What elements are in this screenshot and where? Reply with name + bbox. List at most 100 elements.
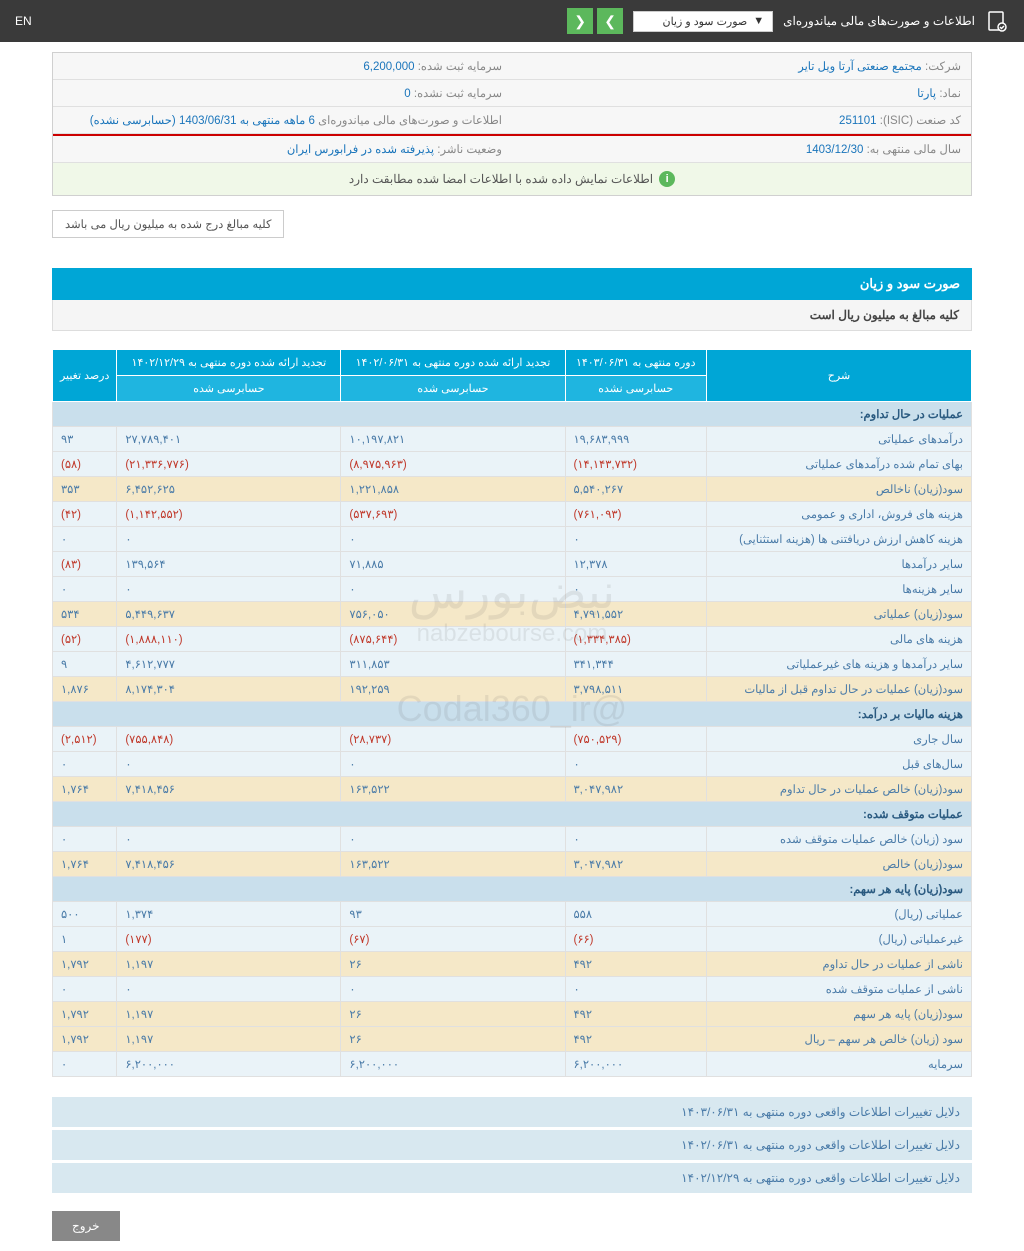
table-row: سود(زیان) عملیاتی۴,۷۹۱,۵۵۲۷۵۶,۰۵۰۵,۴۴۹,۶… [53,602,972,627]
cell-value: ۰ [117,527,341,552]
cell-value: ۷,۴۱۸,۴۵۶ [117,852,341,877]
col-period-3: تجدید ارائه شده دوره منتهی به ۱۴۰۲/۱۲/۲۹ [117,350,341,376]
cell-value: ۶,۲۰۰,۰۰۰ [565,1052,706,1077]
table-row: عملیات متوقف شده: [53,802,972,827]
row-desc: سایر هزینه‌ها [706,577,971,602]
cell-value: ۳,۷۹۸,۵۱۱ [565,677,706,702]
cell-value: ۱۹,۶۸۳,۹۹۹ [565,427,706,452]
cell-value: ۰ [53,527,117,552]
footer-notes: دلایل تغییرات اطلاعات واقعی دوره منتهی ب… [52,1097,972,1193]
row-desc: سود (زیان) خالص عملیات متوقف شده [706,827,971,852]
table-row: سود(زیان) پایه هر سهم: [53,877,972,902]
cell-value: ۱ [53,927,117,952]
currency-note: کلیه مبالغ درج شده به میلیون ریال می باش… [52,210,284,238]
cell-value: ۰ [53,752,117,777]
cell-value: ۵۳۴ [53,602,117,627]
row-desc: هزینه های فروش، اداری و عمومی [706,502,971,527]
cell-value: ۲۷,۷۸۹,۴۰۱ [117,427,341,452]
table-row: سایر درآمدها۱۲,۳۷۸۷۱,۸۸۵۱۳۹,۵۶۴(۸۳) [53,552,972,577]
cell-value: ۰ [341,577,565,602]
footer-note-3[interactable]: دلایل تغییرات اطلاعات واقعی دوره منتهی ب… [52,1163,972,1193]
cell-value: ۱,۷۹۲ [53,1027,117,1052]
section-title: صورت سود و زیان [52,268,972,300]
cell-value: ۱۶۳,۵۲۲ [341,852,565,877]
table-row: سایر درآمدها و هزینه های غیرعملیاتی۳۴۱,۳… [53,652,972,677]
row-desc: سود(زیان) عملیاتی [706,602,971,627]
table-row: غیرعملیاتی (ریال)(۶۶)(۶۷)(۱۷۷)۱ [53,927,972,952]
dropdown-value: صورت سود و زیان [662,15,747,28]
cell-value: ۰ [565,527,706,552]
table-row: سود (زیان) خالص هر سهم – ریال۴۹۲۲۶۱,۱۹۷۱… [53,1027,972,1052]
cell-value: (۴۲) [53,502,117,527]
cell-value: (۵۲) [53,627,117,652]
fiscal-year-label: سال مالی منتهی به: [867,144,961,156]
cell-value: ۵۵۸ [565,902,706,927]
cell-value: ۴۹۲ [565,1027,706,1052]
cell-value: (۲,۵۱۲) [53,727,117,752]
table-row: سال جاری(۷۵۰,۵۲۹)(۲۸,۷۳۷)(۷۵۵,۸۴۸)(۲,۵۱۲… [53,727,972,752]
cell-value: (۱,۳۳۴,۳۸۵) [565,627,706,652]
company-value: مجتمع صنعتی آرتا ویل تایر [798,61,922,73]
cell-value: ۱۰,۱۹۷,۸۲۱ [341,427,565,452]
cell-value: ۳۴۱,۳۴۴ [565,652,706,677]
cell-value: (۱۷۷) [117,927,341,952]
table-row: هزینه های فروش، اداری و عمومی(۷۶۱,۰۹۳)(۵… [53,502,972,527]
cell-value: ۷۱,۸۸۵ [341,552,565,577]
table-row: سود (زیان) خالص عملیات متوقف شده۰۰۰۰ [53,827,972,852]
table-row: سال‌های قبل۰۰۰۰ [53,752,972,777]
table-row: درآمدهای عملیاتی۱۹,۶۸۳,۹۹۹۱۰,۱۹۷,۸۲۱۲۷,۷… [53,427,972,452]
table-row: سود(زیان) عملیات در حال تداوم قبل از مال… [53,677,972,702]
cell-value: (۲۱,۳۳۶,۷۷۶) [117,452,341,477]
cell-value: ۴,۷۹۱,۵۵۲ [565,602,706,627]
cell-value: ۴,۶۱۲,۷۷۷ [117,652,341,677]
footer-note-1[interactable]: دلایل تغییرات اطلاعات واقعی دوره منتهی ب… [52,1097,972,1127]
cell-value: ۵,۴۴۹,۶۳۷ [117,602,341,627]
cell-value: ۳,۰۴۷,۹۸۲ [565,777,706,802]
table-row: سود(زیان) ناخالص۵,۵۴۰,۲۶۷۱,۲۲۱,۸۵۸۶,۴۵۲,… [53,477,972,502]
table-row: سود(زیان) پایه هر سهم۴۹۲۲۶۱,۱۹۷۱,۷۹۲ [53,1002,972,1027]
row-desc: سود(زیان) عملیات در حال تداوم قبل از مال… [706,677,971,702]
company-info-box: شرکت: مجتمع صنعتی آرتا ویل تایر سرمایه ث… [52,52,972,196]
cell-value: ۱۹۲,۲۵۹ [341,677,565,702]
report-dropdown[interactable]: ▼ صورت سود و زیان [633,11,773,32]
table-row: سایر هزینه‌ها۰۰۰۰ [53,577,972,602]
row-desc: ناشی از عملیات در حال تداوم [706,952,971,977]
section-subtitle: کلیه مبالغ به میلیون ریال است [52,300,972,331]
cell-value: (۱۴,۱۴۳,۷۳۲) [565,452,706,477]
cell-value: (۸۷۵,۶۴۴) [341,627,565,652]
row-desc: عملیاتی (ریال) [706,902,971,927]
cell-value: ۹۳ [341,902,565,927]
table-row: ناشی از عملیات متوقف شده۰۰۰۰ [53,977,972,1002]
publisher-status-label: وضعیت ناشر: [437,144,502,156]
cell-value: (۵۸) [53,452,117,477]
cell-value: ۰ [565,827,706,852]
cell-value: (۶۶) [565,927,706,952]
cell-value: ۴۹۲ [565,952,706,977]
fiscal-year-value: 1403/12/30 [806,144,864,156]
cell-value: ۱,۳۷۴ [117,902,341,927]
cell-value: ۰ [565,752,706,777]
cell-value: ۷۵۶,۰۵۰ [341,602,565,627]
nav-next-button[interactable]: ❯ [597,8,623,34]
cell-value: ۰ [53,1052,117,1077]
col-change: درصد تغییر [53,350,117,402]
cell-value: ۰ [341,527,565,552]
cell-value: ۳۱۱,۸۵۳ [341,652,565,677]
report-type-value: 6 ماهه منتهی به 1403/06/31 (حسابرسی نشده… [90,115,315,127]
capital-reg-value: 6,200,000 [363,61,414,73]
footer-note-2[interactable]: دلایل تغییرات اطلاعات واقعی دوره منتهی ب… [52,1130,972,1160]
exit-button[interactable]: خروج [52,1211,120,1241]
check-icon: i [659,171,675,187]
table-row: سود(زیان) خالص عملیات در حال تداوم۳,۰۴۷,… [53,777,972,802]
row-section-header: هزینه مالیات بر درآمد: [53,702,972,727]
report-icon [985,9,1009,33]
row-desc: هزینه های مالی [706,627,971,652]
cell-value: ۵۰۰ [53,902,117,927]
nav-prev-button[interactable]: ❮ [567,8,593,34]
table-row: ناشی از عملیات در حال تداوم۴۹۲۲۶۱,۱۹۷۱,۷… [53,952,972,977]
cell-value: ۰ [53,827,117,852]
cell-value: ۰ [117,577,341,602]
cell-value: ۰ [117,752,341,777]
language-toggle[interactable]: EN [15,14,32,28]
cell-value: ۱,۲۲۱,۸۵۸ [341,477,565,502]
